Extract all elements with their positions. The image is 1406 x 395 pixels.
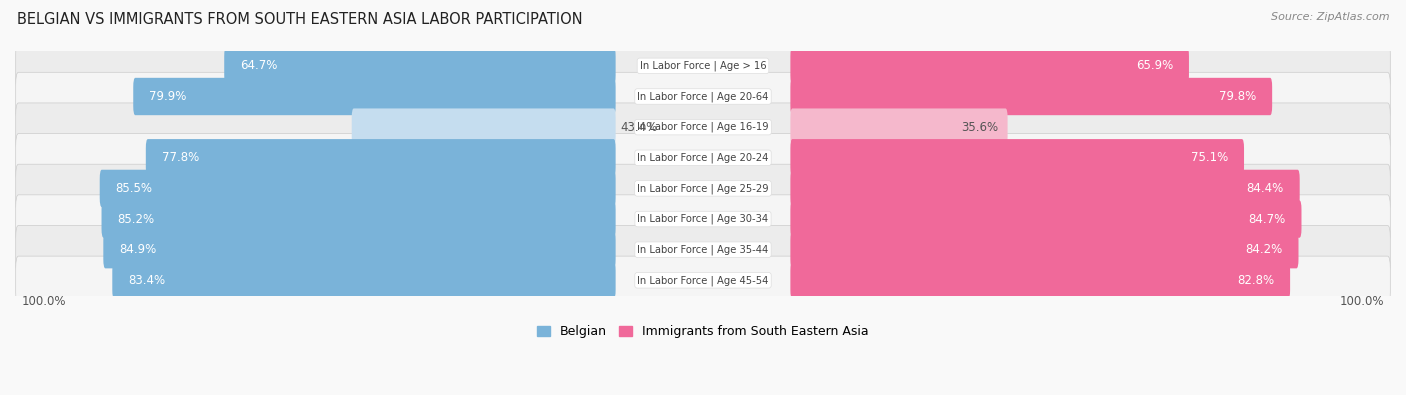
Text: 84.9%: 84.9%	[120, 243, 156, 256]
Legend: Belgian, Immigrants from South Eastern Asia: Belgian, Immigrants from South Eastern A…	[533, 320, 873, 343]
FancyBboxPatch shape	[790, 139, 1244, 177]
FancyBboxPatch shape	[790, 200, 1302, 238]
FancyBboxPatch shape	[15, 72, 1391, 121]
FancyBboxPatch shape	[15, 41, 1391, 90]
FancyBboxPatch shape	[790, 47, 1189, 85]
FancyBboxPatch shape	[134, 78, 616, 115]
Text: 65.9%: 65.9%	[1136, 59, 1173, 72]
FancyBboxPatch shape	[15, 164, 1391, 213]
FancyBboxPatch shape	[790, 109, 1008, 146]
Text: 85.2%: 85.2%	[117, 213, 155, 226]
Text: 84.4%: 84.4%	[1247, 182, 1284, 195]
Text: 100.0%: 100.0%	[1340, 295, 1384, 308]
Text: In Labor Force | Age 16-19: In Labor Force | Age 16-19	[637, 122, 769, 132]
Text: 84.7%: 84.7%	[1249, 213, 1285, 226]
Text: 85.5%: 85.5%	[115, 182, 153, 195]
Text: 79.9%: 79.9%	[149, 90, 187, 103]
Text: 100.0%: 100.0%	[22, 295, 66, 308]
FancyBboxPatch shape	[15, 134, 1391, 182]
Text: In Labor Force | Age 20-24: In Labor Force | Age 20-24	[637, 152, 769, 163]
FancyBboxPatch shape	[15, 226, 1391, 274]
Text: 75.1%: 75.1%	[1191, 151, 1229, 164]
FancyBboxPatch shape	[103, 231, 616, 268]
Text: 82.8%: 82.8%	[1237, 274, 1274, 287]
FancyBboxPatch shape	[790, 261, 1291, 299]
FancyBboxPatch shape	[790, 170, 1299, 207]
Text: In Labor Force | Age 45-54: In Labor Force | Age 45-54	[637, 275, 769, 286]
Text: In Labor Force | Age 35-44: In Labor Force | Age 35-44	[637, 245, 769, 255]
Text: In Labor Force | Age 25-29: In Labor Force | Age 25-29	[637, 183, 769, 194]
Text: 84.2%: 84.2%	[1246, 243, 1282, 256]
Text: 64.7%: 64.7%	[240, 59, 277, 72]
FancyBboxPatch shape	[15, 256, 1391, 305]
FancyBboxPatch shape	[224, 47, 616, 85]
FancyBboxPatch shape	[100, 170, 616, 207]
FancyBboxPatch shape	[146, 139, 616, 177]
Text: 83.4%: 83.4%	[128, 274, 166, 287]
FancyBboxPatch shape	[15, 195, 1391, 243]
Text: BELGIAN VS IMMIGRANTS FROM SOUTH EASTERN ASIA LABOR PARTICIPATION: BELGIAN VS IMMIGRANTS FROM SOUTH EASTERN…	[17, 12, 582, 27]
Text: 79.8%: 79.8%	[1219, 90, 1257, 103]
Text: In Labor Force | Age 20-64: In Labor Force | Age 20-64	[637, 91, 769, 102]
Text: 43.4%: 43.4%	[620, 120, 658, 134]
FancyBboxPatch shape	[112, 261, 616, 299]
FancyBboxPatch shape	[101, 200, 616, 238]
FancyBboxPatch shape	[352, 109, 616, 146]
FancyBboxPatch shape	[15, 103, 1391, 151]
Text: 35.6%: 35.6%	[962, 120, 998, 134]
Text: Source: ZipAtlas.com: Source: ZipAtlas.com	[1271, 12, 1389, 22]
Text: 77.8%: 77.8%	[162, 151, 198, 164]
FancyBboxPatch shape	[790, 78, 1272, 115]
Text: In Labor Force | Age 30-34: In Labor Force | Age 30-34	[637, 214, 769, 224]
Text: In Labor Force | Age > 16: In Labor Force | Age > 16	[640, 60, 766, 71]
FancyBboxPatch shape	[790, 231, 1299, 268]
